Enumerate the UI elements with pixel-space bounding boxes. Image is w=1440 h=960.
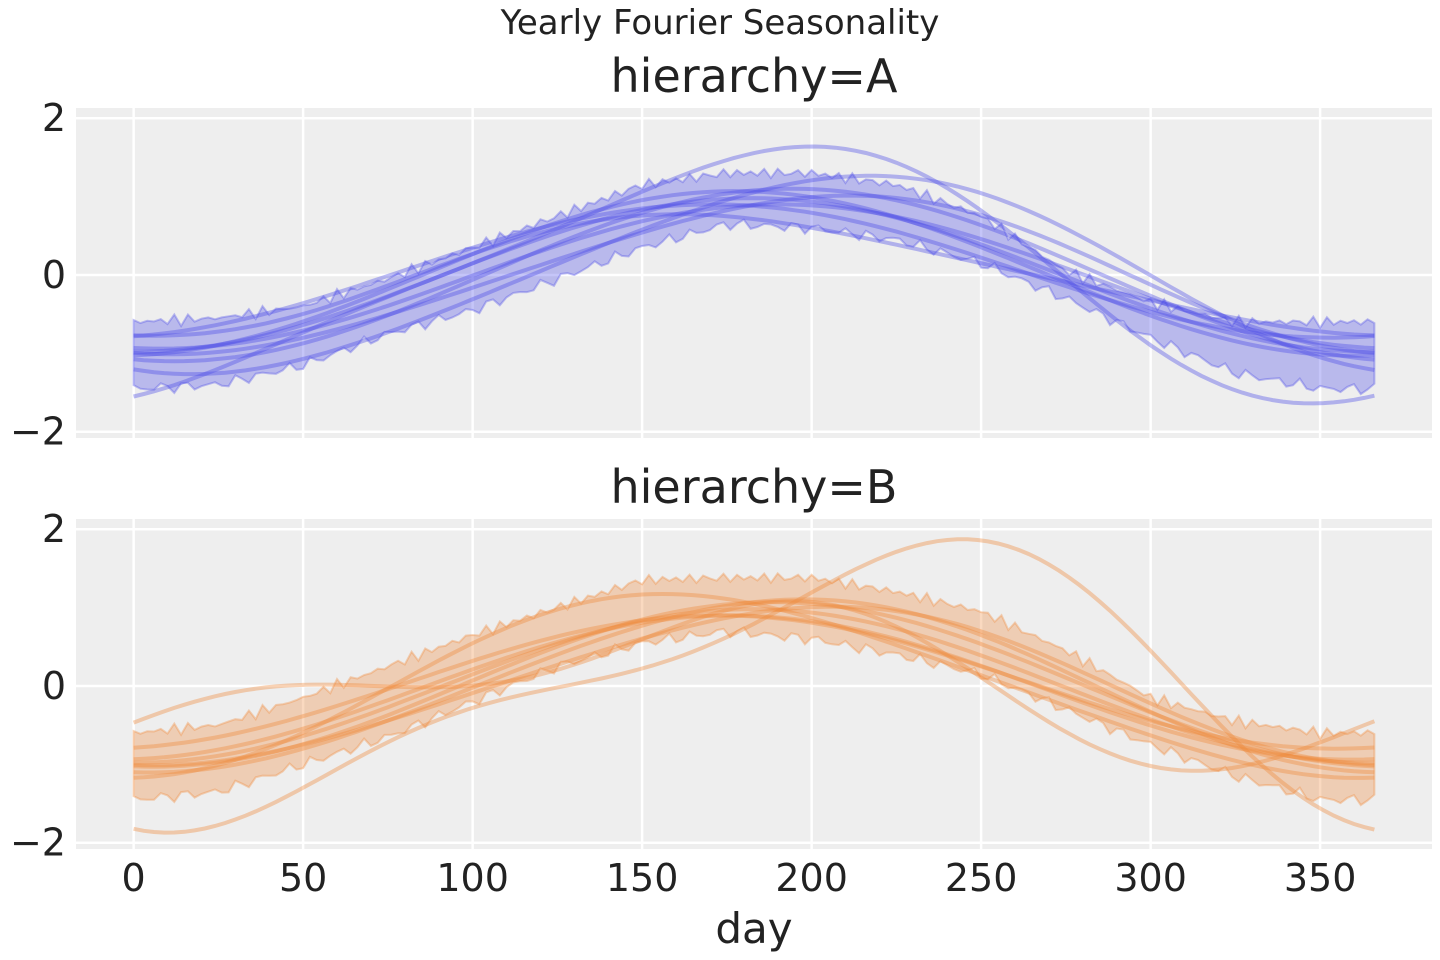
sample-line-8 (133, 173, 1375, 377)
panel-b-band (132, 571, 1376, 807)
sample-line-1 (133, 607, 1375, 765)
sample-line-2 (133, 189, 1375, 358)
y-tick-label: 2 (42, 96, 66, 140)
sample-line-8 (133, 537, 1375, 835)
panel-a-y-ticks: −2 0 2 (10, 96, 66, 454)
sample-line-3 (133, 202, 1375, 351)
y-tick-label: −2 (10, 410, 66, 454)
sample-line-7 (133, 591, 1375, 780)
credible-band (132, 167, 1376, 396)
panel-b-lines (132, 537, 1376, 835)
panel-a-title: hierarchy=A (611, 49, 898, 103)
panel-a-grid (76, 108, 1432, 438)
panel-a-lines (133, 144, 1375, 406)
panel-b-x-ticks: 0 50 100 150 200 250 300 350 (122, 856, 1357, 900)
panel-hierarchy-a: hierarchy=A −2 0 2 (10, 49, 1432, 454)
sample-line-4 (133, 186, 1375, 364)
panel-hierarchy-b: hierarchy=B −2 0 2 0 50 100 150 200 250 300 350 (10, 460, 1432, 900)
x-tick-label: 50 (279, 856, 327, 900)
panel-b-title: hierarchy=B (610, 460, 897, 514)
x-tick-label: 350 (1284, 856, 1357, 900)
y-tick-label: 0 (42, 253, 66, 297)
x-tick-label: 300 (1114, 856, 1187, 900)
sample-line-5 (133, 613, 1375, 751)
sample-line-7 (133, 144, 1375, 406)
sample-line-6 (133, 604, 1375, 768)
x-tick-label: 150 (606, 856, 679, 900)
sample-line-1 (133, 196, 1375, 354)
panel-b-grid (76, 519, 1432, 849)
panel-a-band (132, 167, 1376, 396)
sample-line-2 (133, 600, 1375, 769)
y-tick-label: 2 (42, 507, 66, 551)
sample-line-3 (133, 613, 1375, 762)
sample-line-9 (132, 599, 1376, 773)
sample-line-5 (133, 202, 1375, 340)
y-tick-label: 0 (42, 664, 66, 708)
credible-band (132, 571, 1376, 807)
x-tick-label: 200 (775, 856, 848, 900)
sample-line-4 (133, 597, 1375, 775)
figure-title: Yearly Fourier Seasonality (500, 3, 940, 43)
sample-line-6 (133, 193, 1375, 357)
x-tick-label: 0 (122, 856, 146, 900)
y-tick-label: −2 (10, 821, 66, 865)
panel-b-y-ticks: −2 0 2 (10, 507, 66, 865)
sample-line-9 (133, 212, 1375, 338)
x-axis-label: day (715, 904, 792, 953)
x-tick-label: 100 (436, 856, 509, 900)
x-tick-label: 250 (945, 856, 1018, 900)
